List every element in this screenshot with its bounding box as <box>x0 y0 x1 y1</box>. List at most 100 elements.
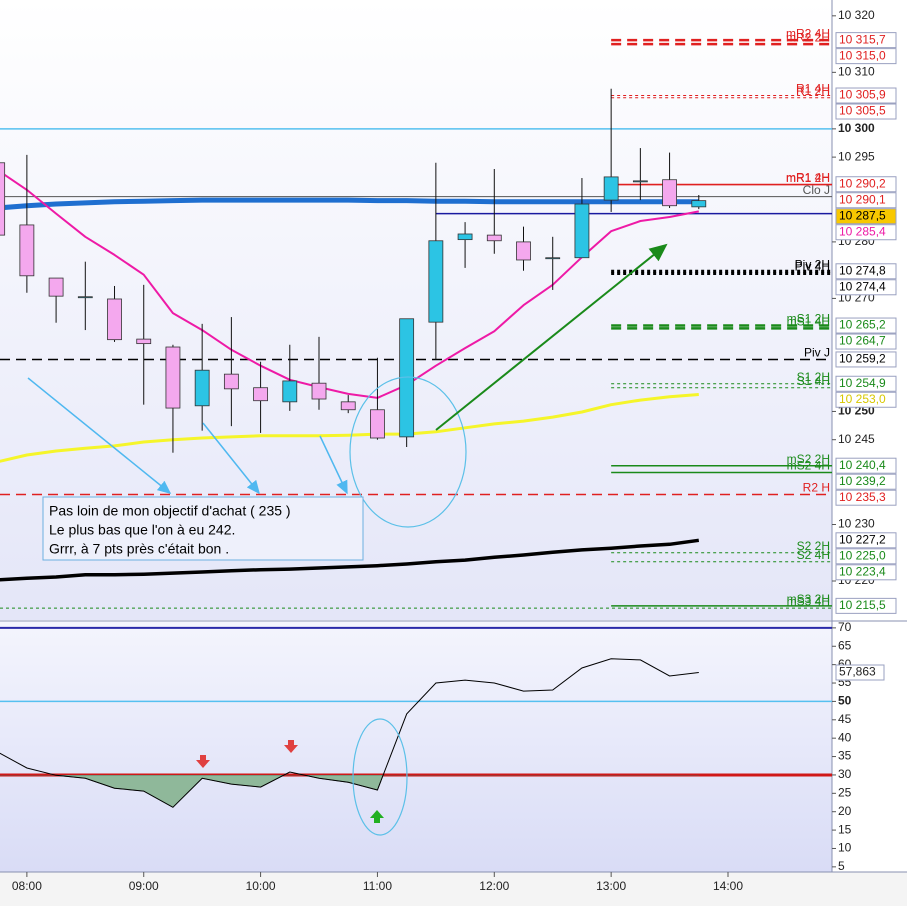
value-box <box>835 103 897 120</box>
y-tick-label: 10 245 <box>838 432 875 446</box>
candle-body <box>457 233 473 241</box>
value-box <box>835 548 897 565</box>
level-name: R1 2H <box>796 84 830 98</box>
y-tick-label: 65 <box>838 638 852 652</box>
level-name: Piv 4H <box>795 260 830 274</box>
pointer-arrow <box>319 435 348 495</box>
pointer-arrow <box>27 377 172 494</box>
value-box-label: 10 290,2 <box>839 176 886 190</box>
level-name: mS1 2H <box>787 312 830 326</box>
level-name: R1 4H <box>796 82 830 96</box>
annotation-text: Pas loin de mon objectif d'achat ( 235 ) <box>49 503 291 519</box>
candle-body <box>48 277 64 297</box>
y-tick-label: 30 <box>838 767 852 781</box>
x-tick-label: 11:00 <box>363 879 392 893</box>
annotations: Pas loin de mon objectif d'achat ( 235 )… <box>27 243 668 836</box>
level-name: mS2 2H <box>787 452 830 466</box>
value-box-label: 10 274,4 <box>839 279 886 293</box>
value-box <box>835 208 897 225</box>
x-tick-label: 10:00 <box>246 879 276 893</box>
level-name: S2 4H <box>797 548 830 562</box>
candle-body <box>428 240 444 323</box>
x-tick-label: 09:00 <box>129 879 159 893</box>
value-box-label: 10 240,4 <box>839 458 886 472</box>
value-box <box>835 375 897 392</box>
y-tick-label: 15 <box>838 822 852 836</box>
candle-body <box>282 380 298 403</box>
value-box-label: 10 315,7 <box>839 32 886 46</box>
y-tick-label: 5 <box>838 859 845 873</box>
value-box-label: 10 235,3 <box>839 490 886 504</box>
candle-body <box>370 409 385 439</box>
candle-body <box>253 387 268 402</box>
candle-body <box>516 241 531 261</box>
value-box-label: 10 287,5 <box>839 208 886 222</box>
y-tick-label: 50 <box>838 694 852 708</box>
trend-arrow <box>435 243 668 431</box>
value-box <box>835 279 897 296</box>
value-box-label: 10 239,2 <box>839 474 886 488</box>
value-box <box>835 664 885 681</box>
value-box <box>835 457 897 474</box>
candle-body <box>311 382 327 400</box>
y-tick-label: 10 230 <box>838 517 875 531</box>
candle-body <box>632 180 648 183</box>
level-name: mS3 2H <box>787 592 830 606</box>
value-box-label: 10 265,2 <box>839 318 886 332</box>
value-box-label: 10 253,0 <box>839 392 886 406</box>
level-name: mR2 2H <box>786 30 830 44</box>
x-tick-label: 14:00 <box>713 879 743 893</box>
x-tick-label: 08:00 <box>12 879 42 893</box>
level-name: S1 4H <box>797 374 830 388</box>
y-tick-label: 10 310 <box>838 65 875 79</box>
y-tick-label: 10 300 <box>838 121 875 135</box>
annotation-box <box>42 496 364 561</box>
candle-body <box>486 234 502 242</box>
y-tick-label: 20 <box>838 804 852 818</box>
value-box <box>835 473 897 490</box>
candle-body <box>0 162 6 236</box>
level-name: Piv 2H <box>795 257 830 271</box>
candle-body <box>603 176 619 201</box>
level-name: mS3 4H <box>787 594 830 608</box>
value-box-label: 10 215,5 <box>839 598 886 612</box>
y-tick-label: 70 <box>838 620 852 634</box>
annotation-text: Grrr, à 7 pts près c'était bon . <box>49 541 229 557</box>
time-axis <box>0 872 907 906</box>
value-box <box>835 564 897 581</box>
y-tick-label: 10 295 <box>838 149 875 163</box>
value-box-label: 10 225,0 <box>839 548 886 562</box>
moving-average <box>0 538 700 582</box>
level-name: S1 2H <box>797 370 830 384</box>
value-box <box>835 224 897 241</box>
value-box-label: 10 305,9 <box>839 88 886 102</box>
value-box <box>835 317 897 334</box>
candle-body <box>136 338 152 345</box>
level-name: mR1 2H <box>786 171 830 185</box>
value-box <box>835 192 897 209</box>
value-box-label: 10 305,5 <box>839 104 886 118</box>
value-box-label: 10 274,8 <box>839 263 886 277</box>
y-tick-label: 10 <box>838 841 852 855</box>
y-tick-label: 10 320 <box>838 8 875 22</box>
value-box-label: 57,863 <box>839 665 876 679</box>
level-name: S2 2H <box>797 539 830 553</box>
value-box <box>835 32 897 49</box>
value-box <box>835 391 897 408</box>
candle-body <box>194 369 210 407</box>
candle-body <box>662 179 677 207</box>
value-box <box>835 333 897 350</box>
value-box-label: 10 227,2 <box>839 532 886 546</box>
value-box <box>835 597 897 614</box>
moving-average <box>0 393 699 463</box>
rsi-panel <box>0 622 832 872</box>
sell-signal <box>284 740 298 753</box>
level-name: mS1 4H <box>787 315 830 329</box>
candle-body <box>223 373 239 390</box>
value-box <box>835 87 897 104</box>
pointer-arrow <box>202 422 260 495</box>
candle-body <box>340 401 356 411</box>
x-tick-label: 13:00 <box>596 879 626 893</box>
y-tick-label: 45 <box>838 712 852 726</box>
